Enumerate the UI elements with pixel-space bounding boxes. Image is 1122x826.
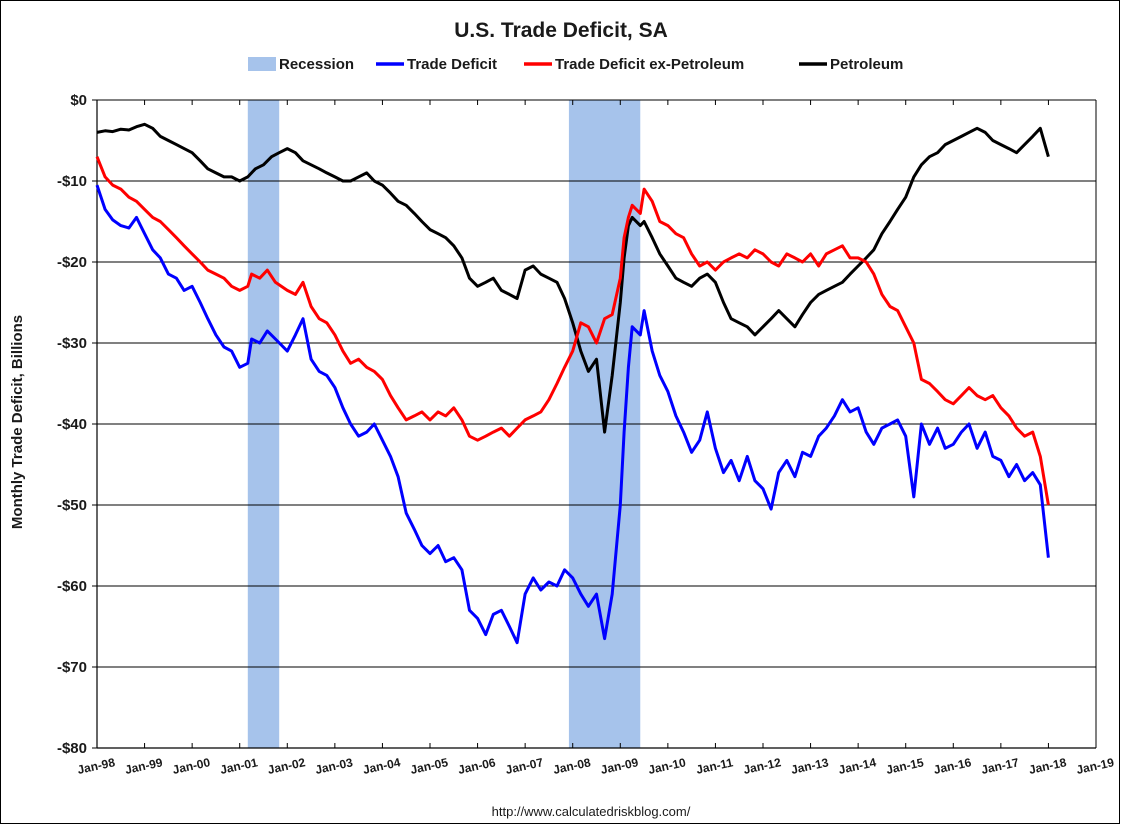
- legend-label: Trade Deficit: [407, 56, 497, 73]
- x-tick-label: Jan-14: [837, 755, 877, 777]
- x-tick-label: Jan-02: [266, 755, 306, 777]
- x-tick-label: Jan-11: [695, 755, 735, 777]
- x-tick-label: Jan-99: [124, 755, 164, 777]
- legend-label: Petroleum: [830, 56, 903, 73]
- x-tick-label: Jan-05: [409, 755, 449, 777]
- x-tick-label: Jan-00: [171, 755, 211, 777]
- x-tick-label: Jan-18: [1028, 755, 1068, 777]
- legend: Recession Trade Deficit Trade Deficit ex-P…: [248, 56, 903, 73]
- x-tick-label: Jan-10: [647, 755, 687, 777]
- x-tick-label: Jan-13: [790, 755, 830, 777]
- source-url: http://www.calculatedriskblog.com/: [492, 804, 691, 819]
- y-axis-label: Monthly Trade Deficit, Billions: [9, 315, 26, 529]
- legend-swatch-recession: [248, 57, 276, 71]
- y-tick-label: -$50: [57, 497, 87, 514]
- y-tick-label: -$10: [57, 173, 87, 190]
- y-tick-label: -$60: [57, 578, 87, 595]
- legend-label: Recession: [279, 56, 354, 73]
- x-tick-label: Jan-09: [599, 755, 639, 777]
- series-line-trade-deficit: [95, 184, 1050, 645]
- x-tick-label: Jan-04: [362, 755, 402, 777]
- x-tick-label: Jan-08: [552, 755, 592, 777]
- y-tick-label: -$20: [57, 254, 87, 271]
- x-tick-label: Jan-15: [885, 755, 925, 777]
- series-lines: [95, 122, 1050, 645]
- series-line-trade-deficit-ex-petroleum: [95, 156, 1050, 506]
- x-tick-label: Jan-01: [219, 755, 259, 777]
- y-tick-label: -$30: [57, 335, 87, 352]
- series-line-petroleum: [96, 122, 1050, 434]
- x-tick-label: Jan-16: [932, 755, 972, 777]
- y-tick-label: $0: [70, 92, 87, 109]
- x-tick-label: Jan-19: [1075, 755, 1115, 777]
- x-tick-label: Jan-12: [742, 755, 782, 777]
- x-tick-label: Jan-17: [980, 755, 1020, 777]
- legend-label: Trade Deficit ex-Petroleum: [555, 56, 744, 73]
- y-tick-label: -$70: [57, 659, 87, 676]
- axes: [92, 99, 1097, 749]
- y-tick-label: -$40: [57, 416, 87, 433]
- x-tick-label: Jan-03: [314, 755, 354, 777]
- chart-title: U.S. Trade Deficit, SA: [454, 19, 668, 42]
- x-tick-label: Jan-98: [76, 755, 116, 777]
- y-tick-label: -$80: [57, 740, 87, 757]
- x-tick-label: Jan-07: [504, 755, 544, 777]
- x-tick-label: Jan-06: [457, 755, 497, 777]
